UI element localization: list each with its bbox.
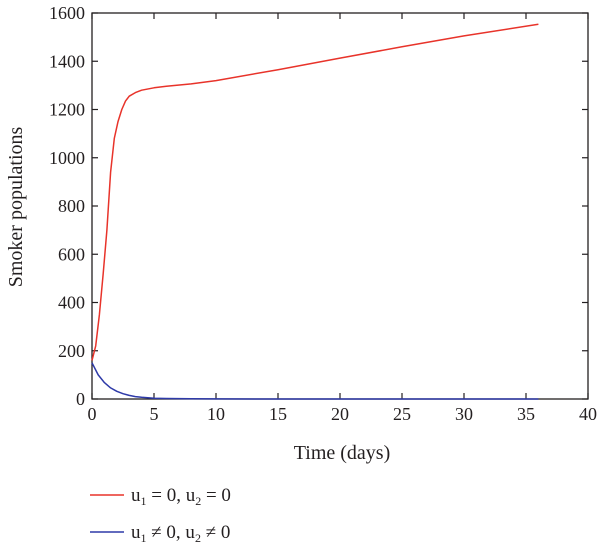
y-tick-label: 800 — [58, 196, 85, 216]
plot-frame — [91, 12, 589, 400]
x-tick-label: 30 — [455, 404, 473, 424]
legend-label-2: u1 ≠ 0, u2 ≠ 0 — [131, 522, 230, 545]
series-line-1 — [91, 23, 539, 361]
x-tick-label: 10 — [207, 404, 225, 424]
y-tick-label: 1200 — [49, 100, 85, 120]
axes: 0 5 10 15 20 25 30 35 40020040060080010001200140… — [49, 3, 597, 424]
x-tick-label: 0 — [88, 404, 97, 424]
y-axis-title: Smoker populations — [5, 127, 27, 288]
legend-label-1: u1 = 0, u2 = 0 — [131, 485, 231, 508]
x-tick-label: 5 — [150, 404, 159, 424]
axis-labels: Time (days) Smoker populations — [5, 127, 390, 464]
y-tick-label: 600 — [58, 244, 85, 264]
y-tick-label: 1000 — [49, 148, 85, 168]
x-axis-title: Time (days) — [294, 442, 390, 464]
series-line-2 — [91, 362, 539, 400]
x-tick-label: 25 — [393, 404, 411, 424]
x-tick-label: 40 — [579, 404, 597, 424]
x-tick-label: 15 — [269, 404, 287, 424]
series-layer — [91, 23, 539, 400]
legend: u1 = 0, u2 = 0 u1 ≠ 0, u2 ≠ 0 — [90, 485, 231, 545]
x-tick-label: 35 — [517, 404, 535, 424]
x-tick-label: 20 — [331, 404, 349, 424]
y-tick-label: 1600 — [49, 3, 85, 23]
y-tick-label: 0 — [76, 389, 85, 409]
y-tick-label: 400 — [58, 293, 85, 313]
y-tick-label: 1400 — [49, 51, 85, 71]
y-tick-label: 200 — [58, 341, 85, 361]
